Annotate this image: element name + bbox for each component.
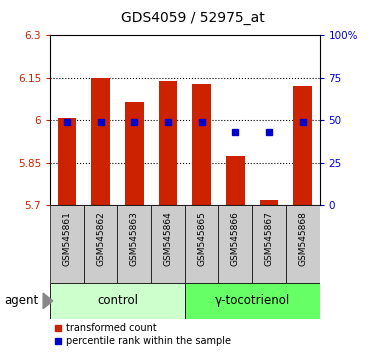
Bar xyxy=(226,156,244,205)
Bar xyxy=(293,86,312,205)
Text: GSM545862: GSM545862 xyxy=(96,211,105,266)
Text: GDS4059 / 52975_at: GDS4059 / 52975_at xyxy=(121,11,264,25)
Bar xyxy=(159,81,177,205)
Text: agent: agent xyxy=(4,295,38,307)
Text: GSM545867: GSM545867 xyxy=(264,211,273,266)
Bar xyxy=(84,205,117,283)
Bar xyxy=(260,200,278,205)
Bar xyxy=(125,102,144,205)
Bar xyxy=(117,205,151,283)
Bar xyxy=(91,78,110,205)
Bar xyxy=(50,205,84,283)
Bar xyxy=(151,205,185,283)
Bar xyxy=(185,283,320,319)
Bar xyxy=(50,283,185,319)
Text: GSM545866: GSM545866 xyxy=(231,211,240,266)
Text: GSM545861: GSM545861 xyxy=(62,211,71,266)
Bar xyxy=(185,205,219,283)
Text: GSM545864: GSM545864 xyxy=(164,211,172,266)
Bar xyxy=(286,205,320,283)
Bar xyxy=(58,118,76,205)
Bar xyxy=(192,84,211,205)
Text: control: control xyxy=(97,295,138,307)
Legend: transformed count, percentile rank within the sample: transformed count, percentile rank withi… xyxy=(55,324,231,346)
Text: GSM545863: GSM545863 xyxy=(130,211,139,266)
Text: GSM545868: GSM545868 xyxy=(298,211,307,266)
Text: GSM545865: GSM545865 xyxy=(197,211,206,266)
Bar xyxy=(252,205,286,283)
Text: γ-tocotrienol: γ-tocotrienol xyxy=(214,295,290,307)
Polygon shape xyxy=(43,293,53,309)
Bar xyxy=(219,205,252,283)
